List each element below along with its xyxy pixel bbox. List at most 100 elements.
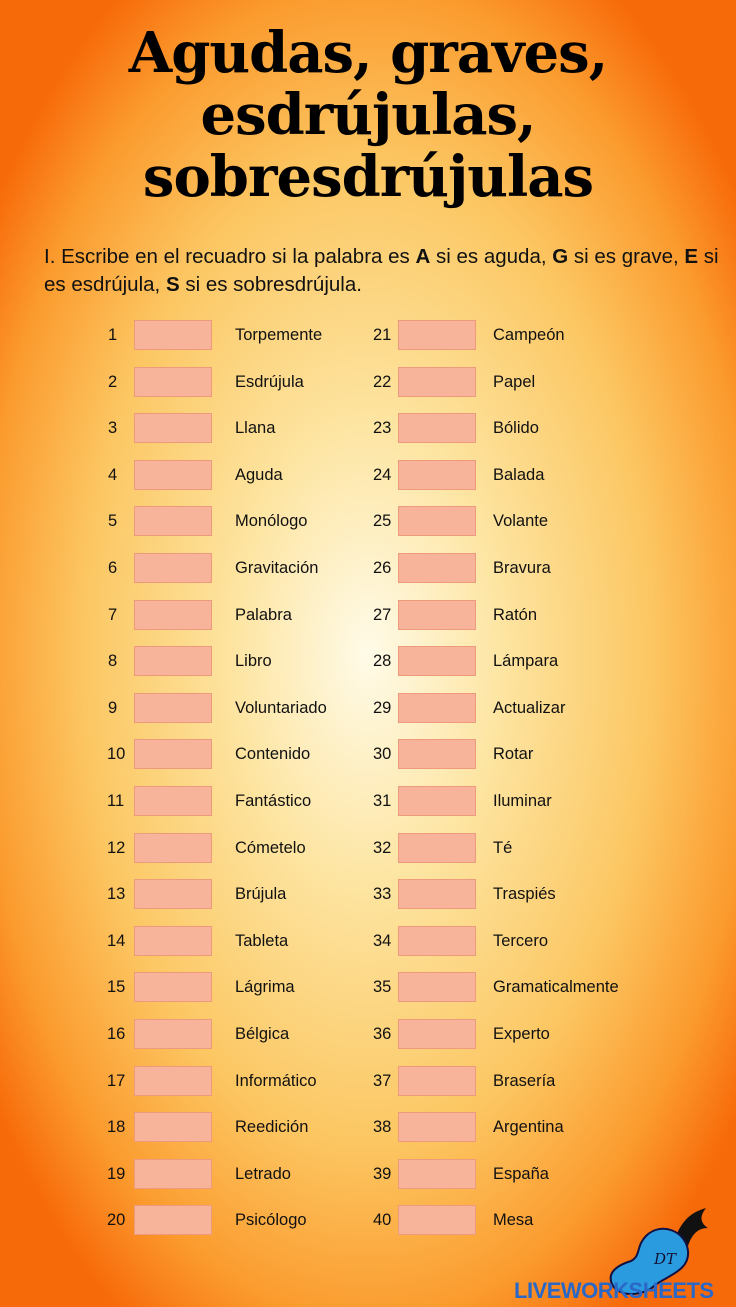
item-word: Té — [493, 838, 513, 857]
answer-input[interactable] — [398, 972, 476, 1003]
item-word: Campeón — [493, 326, 565, 344]
item-number: 21 — [373, 326, 392, 344]
item-number: 6 — [108, 559, 118, 577]
answer-input[interactable] — [134, 972, 212, 1003]
answer-input[interactable] — [398, 1112, 476, 1143]
answer-input[interactable] — [134, 599, 212, 630]
answer-input[interactable] — [398, 832, 476, 863]
instr-bold: A — [415, 245, 431, 268]
answer-input[interactable] — [134, 832, 212, 863]
item-word: Volante — [493, 512, 549, 531]
item-word: Gravitación — [235, 559, 319, 577]
item-number: 26 — [373, 559, 392, 577]
answer-input[interactable] — [134, 320, 212, 350]
item-number: 32 — [373, 838, 392, 857]
item-number: 27 — [373, 605, 392, 624]
answer-input[interactable] — [398, 366, 476, 397]
item-number: 13 — [107, 885, 126, 904]
answer-input[interactable] — [398, 786, 476, 816]
answer-input[interactable] — [134, 413, 212, 444]
item-number: 3 — [108, 419, 118, 438]
item-number: 19 — [107, 1164, 126, 1183]
item-number: 25 — [373, 512, 392, 531]
answer-input[interactable] — [134, 786, 212, 816]
answer-input[interactable] — [398, 739, 476, 770]
answer-input[interactable] — [398, 320, 476, 350]
item-number: 30 — [373, 745, 392, 764]
item-word: Papel — [493, 372, 536, 391]
answer-input[interactable] — [398, 506, 476, 537]
answer-input[interactable] — [398, 1205, 476, 1236]
item-word: Informático — [235, 1071, 317, 1090]
answer-input[interactable] — [134, 739, 212, 770]
item-number: 22 — [373, 372, 392, 391]
item-number: 5 — [108, 512, 118, 531]
item-number: 40 — [373, 1211, 392, 1230]
item-word: Fantástico — [235, 792, 312, 810]
answer-input[interactable] — [398, 553, 476, 583]
item-word: Iluminar — [493, 792, 552, 810]
answer-input[interactable] — [134, 646, 212, 677]
item-word: Esdrújula — [235, 372, 304, 391]
item-word: Voluntariado — [235, 698, 327, 717]
item-word: Mesa — [493, 1211, 534, 1230]
item-word: Lágrima — [235, 978, 295, 997]
item-number: 35 — [373, 978, 392, 997]
answer-input[interactable] — [398, 459, 476, 490]
answer-input[interactable] — [398, 599, 476, 630]
answer-input[interactable] — [398, 413, 476, 444]
answer-input[interactable] — [134, 1205, 212, 1236]
answer-input[interactable] — [134, 1065, 212, 1096]
answer-input[interactable] — [134, 366, 212, 397]
item-word: Experto — [493, 1025, 550, 1043]
item-number: 11 — [107, 792, 125, 810]
item-number: 9 — [108, 698, 118, 717]
item-number: 31 — [373, 792, 392, 810]
item-number: 36 — [373, 1025, 392, 1043]
item-number: 7 — [108, 605, 118, 624]
svg-text:DT: DT — [653, 1250, 677, 1268]
answer-input[interactable] — [134, 1112, 212, 1143]
item-number: 33 — [373, 885, 392, 904]
answer-input[interactable] — [134, 1019, 212, 1049]
item-word: Gramaticalmente — [493, 978, 619, 997]
answer-input[interactable] — [398, 925, 476, 956]
item-word: Contenido — [235, 745, 311, 764]
item-word: Ratón — [493, 605, 538, 624]
item-word: Traspiés — [493, 885, 556, 904]
item-word: Llana — [235, 419, 276, 438]
answer-input[interactable] — [398, 1158, 476, 1189]
item-word: Bélgica — [235, 1025, 290, 1043]
item-word: Argentina — [493, 1118, 564, 1137]
answer-input[interactable] — [134, 506, 212, 537]
answer-input[interactable] — [398, 1019, 476, 1049]
item-word: Tercero — [493, 931, 549, 950]
instructions: I. Escribe en el recuadro si la palabra … — [44, 243, 724, 299]
answer-input[interactable] — [134, 925, 212, 956]
item-number: 24 — [373, 465, 392, 484]
answer-input[interactable] — [398, 692, 476, 723]
instr-text: si es sobresdrújula. — [179, 273, 362, 296]
item-word: Cómetelo — [235, 838, 306, 857]
item-word: Palabra — [235, 605, 292, 624]
answer-input[interactable] — [134, 553, 212, 583]
answer-input[interactable] — [134, 879, 212, 910]
answer-input[interactable] — [134, 692, 212, 723]
answer-input[interactable] — [134, 1158, 212, 1189]
answer-input[interactable] — [398, 879, 476, 910]
title-line: esdrújulas, — [200, 82, 536, 148]
item-number: 29 — [373, 698, 392, 717]
item-word: Bólido — [493, 419, 539, 438]
item-word: Brújula — [235, 885, 287, 904]
item-number: 4 — [108, 465, 118, 484]
answer-input[interactable] — [398, 1065, 476, 1096]
answer-input[interactable] — [398, 646, 476, 677]
item-number: 37 — [373, 1071, 392, 1090]
item-word: Actualizar — [493, 698, 566, 717]
item-number: 17 — [107, 1071, 126, 1090]
item-word: Letrado — [235, 1164, 291, 1183]
answer-input[interactable] — [134, 459, 212, 490]
item-number: 14 — [107, 931, 126, 950]
item-number: 18 — [107, 1118, 126, 1137]
item-number: 8 — [108, 652, 118, 671]
